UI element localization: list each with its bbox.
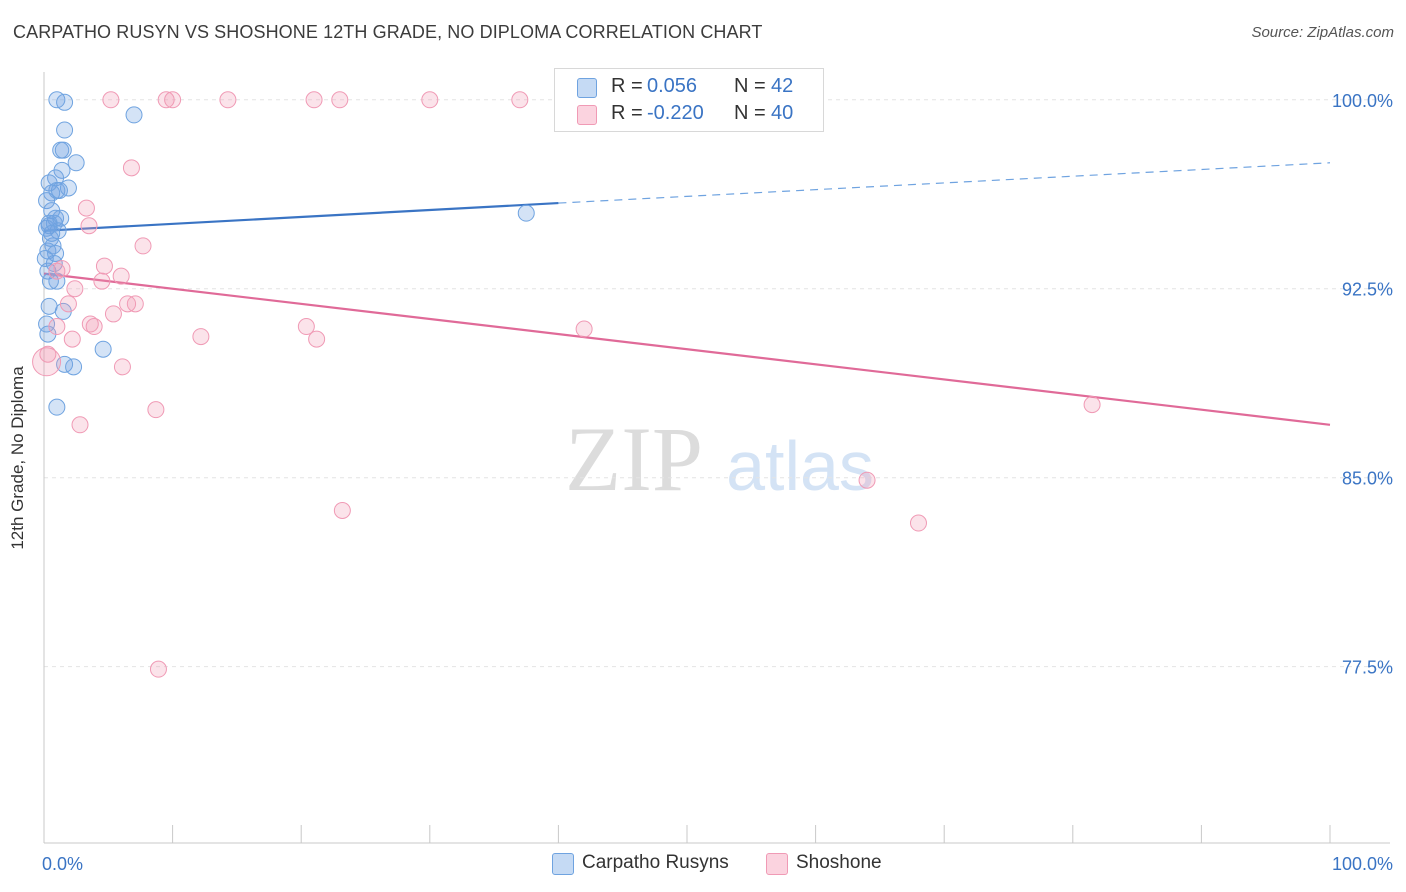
watermark-zip: ZIP [565,408,703,510]
point-1-8 [122,159,140,177]
point-0-32 [94,340,112,358]
point-1-12 [95,257,113,275]
axes [43,72,1390,844]
point-1-26 [192,328,210,346]
watermark-atlas: atlas [726,427,874,505]
legend-swatch-carpatho [552,853,574,875]
trend-line-shoshone [43,272,1331,426]
data-points [32,91,1101,678]
point-1-34 [71,416,89,434]
point-1-28 [48,318,66,336]
point-1-11 [134,237,152,255]
point-0-41 [39,262,57,280]
y-tick-label-2: 85.0% [1342,469,1393,489]
point-1-7 [511,91,529,109]
point-0-6 [67,154,85,172]
r-value: 0.056 [647,75,698,97]
point-1-5 [331,91,349,109]
point-1-25 [308,330,326,348]
point-0-25 [36,250,54,268]
point-1-21 [104,305,122,323]
point-1-30 [113,358,131,376]
series-carpatho-rusyns [36,91,535,416]
point-1-1 [157,91,175,109]
point-1-29 [39,345,57,363]
point-0-39 [50,181,68,199]
trend-line-carpatho [43,201,559,232]
point-0-36 [517,204,535,222]
point-0-2 [125,106,143,124]
point-1-2 [164,91,182,109]
n-label: N = [734,102,766,124]
n-value: 42 [771,75,794,97]
stats-legend-box: R = 0.056 N = 42 R = -0.220 N = 40 [554,68,824,132]
point-0-40 [43,224,61,242]
point-0-13 [38,192,56,210]
point-0-5 [54,141,72,159]
point-0-3 [56,121,74,139]
legend-label-carpatho: Carpatho Rusyns [582,852,729,873]
chart-title: CARPATHO RUSYN VS SHOSHONE 12TH GRADE, N… [13,22,763,42]
point-1-9 [77,199,95,217]
n-label: N = [734,75,766,97]
point-1-6 [421,91,439,109]
point-0-26 [41,272,59,290]
y-tick-label-1: 92.5% [1342,280,1393,300]
x-tick-label-0: 0.0% [42,854,83,874]
grid-lines [44,99,1390,668]
legend-label-shoshone: Shoshone [796,852,882,873]
point-1-20 [126,295,144,313]
tick-labels: 100.0% 92.5% 85.0% 77.5% 0.0% 100.0% [42,91,1393,874]
point-1-33 [147,401,165,419]
y-tick-label-3: 77.5% [1342,658,1393,678]
point-1-37 [909,514,927,532]
r-value: -0.220 [647,102,704,124]
point-1-3 [219,91,237,109]
watermark: ZIP atlas [565,408,874,510]
point-0-35 [48,398,66,416]
point-1-0 [102,91,120,109]
point-0-34 [65,358,83,376]
source-label: Source: ZipAtlas.com [1251,24,1394,41]
point-1-27 [63,330,81,348]
point-0-28 [40,297,58,315]
swatch-shoshone [577,105,597,125]
point-1-4 [305,91,323,109]
point-1-16 [93,272,111,290]
point-1-36 [333,501,351,519]
point-1-15 [112,267,130,285]
trend-line-carpatho-extension [558,162,1331,204]
y-tick-label-0: 100.0% [1332,91,1393,111]
x-tick-label-1: 100.0% [1332,854,1393,874]
swatch-carpatho [577,78,597,98]
n-value: 40 [771,102,794,124]
r-label: R = [611,75,643,97]
trend-lines [43,162,1331,426]
point-1-35 [858,471,876,489]
point-1-38 [149,660,167,678]
point-1-18 [59,295,77,313]
point-1-39 [32,347,62,377]
point-1-32 [1083,396,1101,414]
legend-swatch-shoshone [766,853,788,875]
r-label: R = [611,102,643,124]
point-1-10 [80,217,98,235]
point-1-17 [66,280,84,298]
series-shoshone [32,91,1101,678]
point-1-23 [85,318,103,336]
point-1-24 [297,318,315,336]
point-1-14 [48,262,66,280]
point-1-31 [575,320,593,338]
point-0-1 [56,93,74,111]
